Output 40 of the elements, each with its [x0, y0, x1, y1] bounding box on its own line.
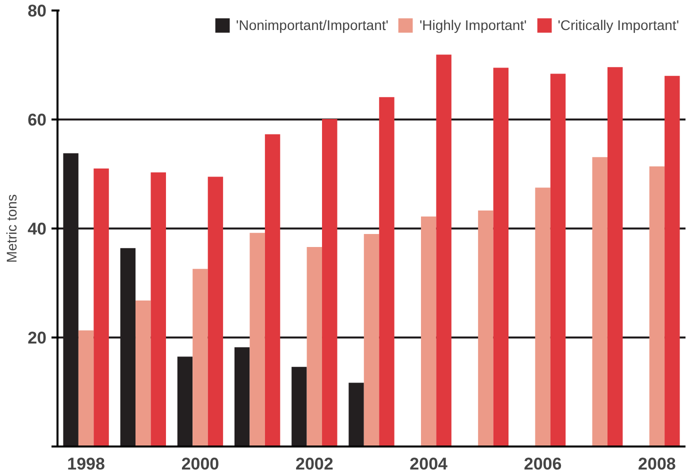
legend-label: 'Nonimportant/Important'	[236, 17, 388, 33]
y-tick-label: 40	[28, 220, 47, 238]
bar	[535, 188, 550, 446]
bar	[420, 216, 436, 446]
x-tick-label: 2008	[638, 454, 676, 474]
x-tick-label: 2006	[524, 454, 562, 474]
bar	[478, 210, 494, 446]
legend-label: 'Highly Important'	[419, 17, 527, 33]
bar	[592, 157, 608, 446]
bar	[322, 118, 338, 446]
bar	[78, 330, 94, 446]
legend-label: 'Critically Important'	[558, 17, 679, 33]
y-tick-label: 20	[28, 328, 47, 348]
bar	[250, 232, 265, 446]
bar	[208, 176, 224, 446]
bar	[177, 356, 193, 446]
bar	[306, 247, 322, 446]
bar	[136, 300, 151, 446]
bar	[493, 68, 509, 446]
bar	[264, 134, 280, 446]
bar	[292, 366, 307, 446]
x-tick-label: 1998	[67, 454, 105, 474]
bar	[649, 166, 665, 446]
bar	[364, 234, 380, 446]
x-tick-label: 2002	[296, 454, 334, 474]
bar	[94, 168, 109, 446]
bar	[664, 76, 680, 446]
x-tick-label: 2000	[181, 454, 220, 474]
y-axis-title: Metric tons	[4, 194, 20, 263]
bar	[379, 97, 394, 446]
bar	[550, 74, 566, 446]
bar	[436, 54, 452, 446]
bar	[192, 268, 208, 446]
y-tick-label: 80	[28, 2, 47, 20]
bar	[150, 172, 166, 446]
y-tick-label: 60	[28, 110, 47, 130]
bar	[348, 382, 364, 446]
x-tick-label: 2004	[410, 454, 448, 474]
bar	[234, 347, 250, 446]
bar	[607, 67, 623, 446]
